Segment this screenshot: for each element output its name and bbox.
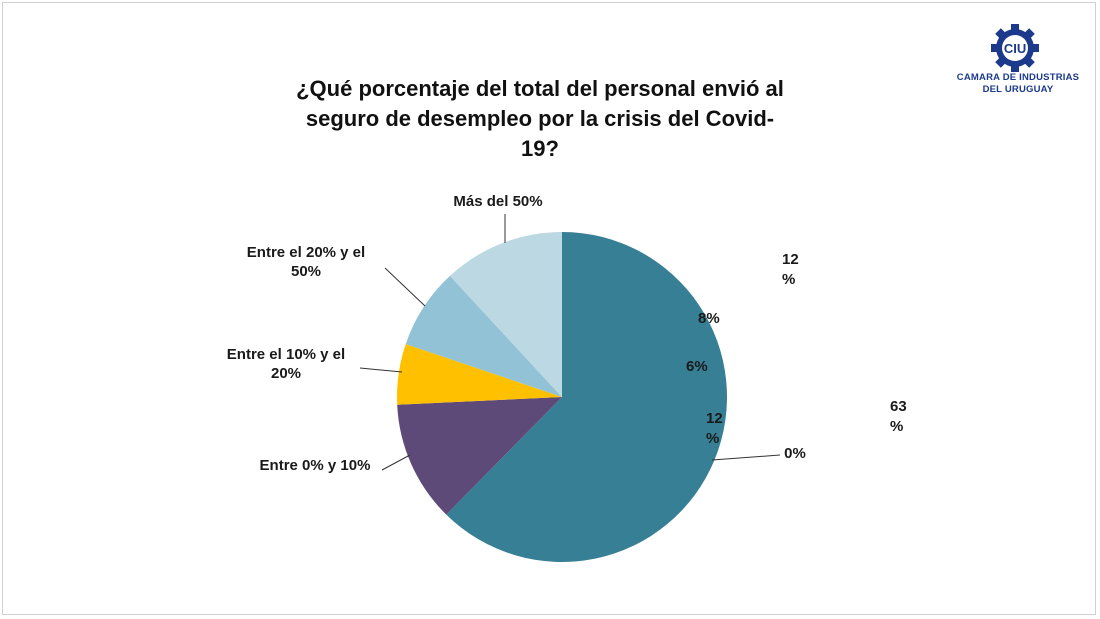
logo-text-line1: CAMARA DE INDUSTRIAS — [956, 72, 1080, 83]
gear-icon: CIU — [991, 24, 1039, 72]
logo-text-line2: DEL URUGUAY — [982, 84, 1054, 95]
pie-slice — [446, 232, 727, 562]
value-label: 63% — [890, 398, 907, 435]
category-label: Entre 0% y 10% — [260, 457, 371, 474]
category-label: Entre el 20% y el 50% — [247, 244, 365, 280]
logo-mark: CIU — [1004, 41, 1026, 56]
pie-slice — [405, 275, 562, 397]
pie-slice — [397, 397, 562, 515]
leader-line — [711, 454, 781, 461]
chart-title: ¿Qué porcentaje del total del personal e… — [296, 76, 784, 161]
value-label: 8% — [698, 310, 720, 327]
value-label: 12% — [706, 410, 723, 447]
leader-line — [359, 367, 403, 373]
ciu-logo: CIU CAMARA DE INDUSTRIAS DEL URUGUAY — [948, 24, 1088, 104]
pie-slice — [449, 232, 562, 397]
leader-line — [384, 267, 426, 307]
category-label: Más del 50% — [453, 193, 542, 210]
pie-slice — [397, 344, 562, 405]
leader-line — [381, 454, 411, 471]
category-label: Entre el 10% y el 20% — [227, 346, 345, 382]
category-label: 0% — [784, 445, 806, 462]
value-label: 12% — [782, 251, 799, 288]
value-label: 6% — [686, 358, 708, 375]
